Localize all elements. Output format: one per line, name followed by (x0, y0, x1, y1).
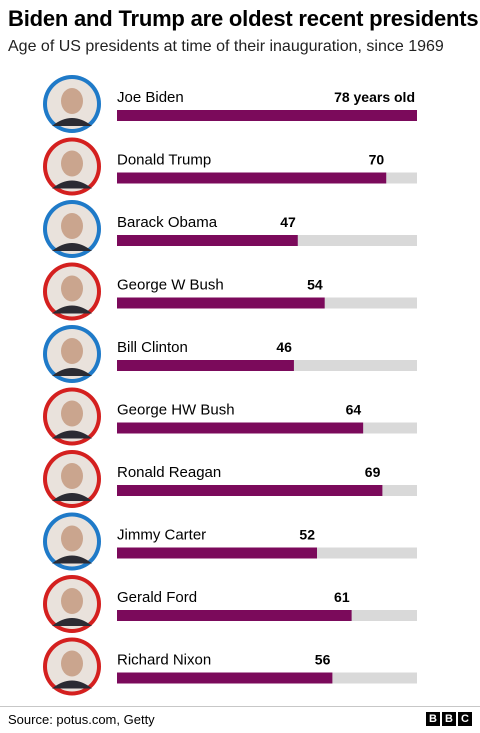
bbc-logo: B B C (426, 712, 472, 726)
portrait-suit (52, 305, 92, 314)
portrait-face (61, 588, 83, 614)
portrait-face (61, 150, 83, 177)
age-value-label: 56 (315, 652, 331, 668)
portrait-suit (52, 243, 92, 251)
president-name-label: Barack Obama (117, 214, 218, 231)
portrait-suit (52, 430, 92, 439)
president-name-label: Bill Clinton (117, 339, 188, 356)
portrait-face (61, 213, 83, 239)
bbc-logo-letter: B (442, 712, 456, 726)
age-value-label: 52 (299, 527, 315, 543)
portrait-face (61, 88, 83, 114)
president-name-label: George HW Bush (117, 402, 235, 419)
age-value-label: 69 (365, 464, 381, 480)
bbc-logo-letter: B (426, 712, 440, 726)
portrait-suit (52, 680, 92, 689)
chart-subtitle: Age of US presidents at time of their in… (8, 38, 444, 55)
age-value-label: 64 (346, 402, 362, 418)
age-bar (117, 110, 417, 121)
portrait-face (61, 650, 83, 677)
footer-divider (0, 706, 480, 707)
president-name-label: Joe Biden (117, 89, 184, 106)
bar-chart: Joe Biden 78 years old Donald Trump 70 Barac… (43, 75, 417, 696)
portrait-face (61, 338, 83, 364)
portrait-face (61, 400, 83, 427)
president-name-label: George W Bush (117, 277, 224, 294)
portrait-suit (52, 555, 92, 564)
president-name-label: Donald Trump (117, 152, 211, 169)
bbc-logo-letter: C (458, 712, 472, 726)
age-value-label: 70 (369, 152, 385, 168)
age-bar (117, 610, 352, 621)
age-bar (117, 172, 387, 184)
age-value-label: 47 (280, 214, 296, 230)
portrait-suit (52, 493, 92, 501)
age-bar (117, 360, 294, 371)
president-name-label: Gerald Ford (117, 589, 197, 606)
age-bar (117, 235, 298, 246)
portrait-face (61, 463, 83, 489)
age-bar (117, 547, 317, 559)
age-bar (117, 297, 325, 309)
portrait-suit (52, 618, 92, 626)
president-name-label: Jimmy Carter (117, 527, 206, 544)
president-name-label: Richard Nixon (117, 652, 211, 669)
age-value-label: 61 (334, 589, 350, 605)
portrait-suit (52, 118, 92, 126)
age-bar (117, 485, 383, 496)
age-value-label: 78 years old (334, 89, 415, 105)
chart-title: Biden and Trump are oldest recent presid… (8, 6, 479, 31)
age-value-label: 46 (276, 339, 292, 355)
age-value-label: 54 (307, 277, 323, 293)
age-bar (117, 672, 333, 684)
president-name-label: Ronald Reagan (117, 464, 221, 481)
portrait-face (61, 275, 83, 302)
portrait-suit (52, 368, 92, 376)
age-bar (117, 422, 364, 434)
source-note: Source: potus.com, Getty (8, 712, 155, 727)
portrait-suit (52, 180, 92, 189)
portrait-face (61, 525, 83, 552)
